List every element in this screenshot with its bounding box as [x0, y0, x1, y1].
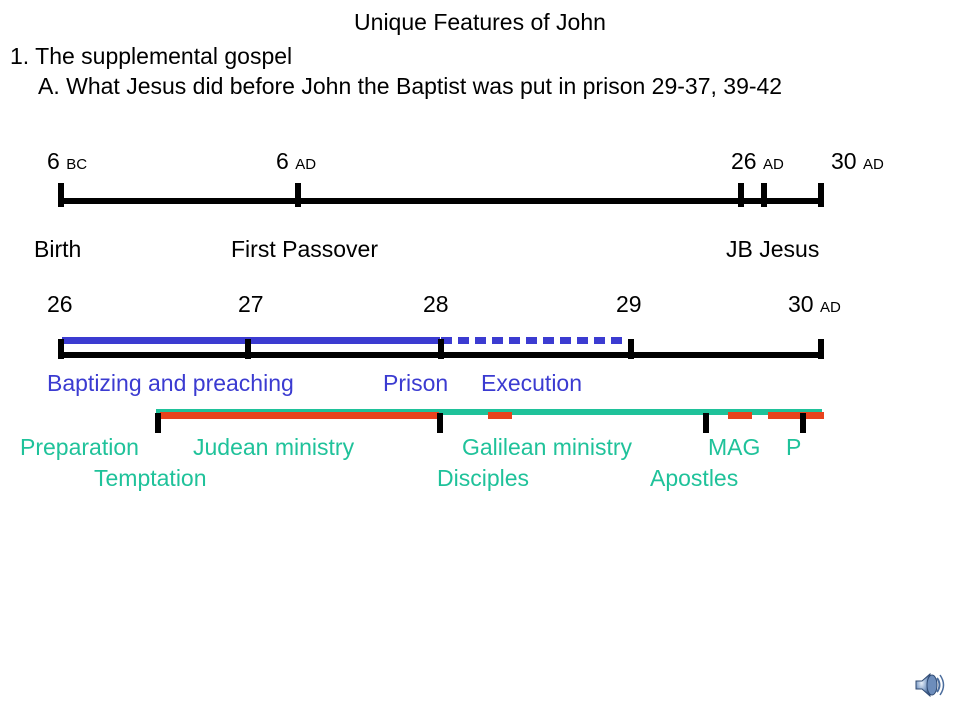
- jesus-tick: [800, 413, 806, 433]
- jesus-red-segment: [768, 412, 824, 419]
- year-label-29: 29: [616, 291, 642, 317]
- timeline-1-tick: [818, 183, 824, 207]
- date-label-30ad: 30 AD: [831, 148, 884, 174]
- label-apostles: Apostles: [650, 465, 739, 491]
- date-label-6ad: 6 AD: [276, 148, 317, 174]
- label-galilean-ministry: Galilean ministry: [462, 434, 632, 460]
- jesus-red-segment: [488, 412, 512, 419]
- timeline-2-tick: [58, 339, 64, 359]
- timeline-1-tick: [738, 183, 744, 207]
- label-baptizing-preaching: Baptizing and preaching: [47, 370, 294, 396]
- label-temptation: Temptation: [94, 465, 207, 491]
- jesus-tick: [155, 413, 161, 433]
- timeline-1-axis: [59, 198, 824, 204]
- label-prison: Prison: [383, 370, 449, 396]
- point-a: A. What Jesus did before John the Baptis…: [38, 73, 783, 99]
- timeline-2-tick: [438, 339, 444, 359]
- date-label-6bc: 6 BC: [47, 148, 88, 174]
- jesus-judean-segment: [160, 412, 439, 419]
- label-mag: MAG: [708, 434, 761, 460]
- slide-title: Unique Features of John: [354, 9, 606, 35]
- year-label-27: 27: [238, 291, 264, 317]
- timeline-1-tick: [295, 183, 301, 207]
- label-preparation: Preparation: [20, 434, 139, 460]
- jesus-tick: [703, 413, 709, 433]
- timeline-2-tick: [245, 339, 251, 359]
- label-jb-jesus: JB Jesus: [726, 236, 820, 262]
- timeline-1-tick: [761, 183, 767, 207]
- label-first-passover: First Passover: [231, 236, 378, 262]
- john-ministry-bar: [62, 337, 440, 344]
- john-prison-dashed-bar: [441, 337, 626, 344]
- year-label-28: 28: [423, 291, 449, 317]
- year-label-30ad: 30 AD: [788, 291, 841, 317]
- timeline-1-tick: [58, 183, 64, 207]
- jesus-red-segment: [728, 412, 752, 419]
- speaker-icon[interactable]: [912, 668, 946, 702]
- timeline-2-tick: [818, 339, 824, 359]
- label-disciples: Disciples: [437, 465, 530, 491]
- label-birth: Birth: [34, 236, 82, 262]
- label-execution: Execution: [481, 370, 583, 396]
- label-p: P: [786, 434, 802, 460]
- date-label-26ad: 26 AD: [731, 148, 784, 174]
- jesus-tick: [437, 413, 443, 433]
- timeline-2-tick: [628, 339, 634, 359]
- point-1: 1. The supplemental gospel: [10, 43, 293, 69]
- label-judean-ministry: Judean ministry: [193, 434, 355, 460]
- year-label-26: 26: [47, 291, 73, 317]
